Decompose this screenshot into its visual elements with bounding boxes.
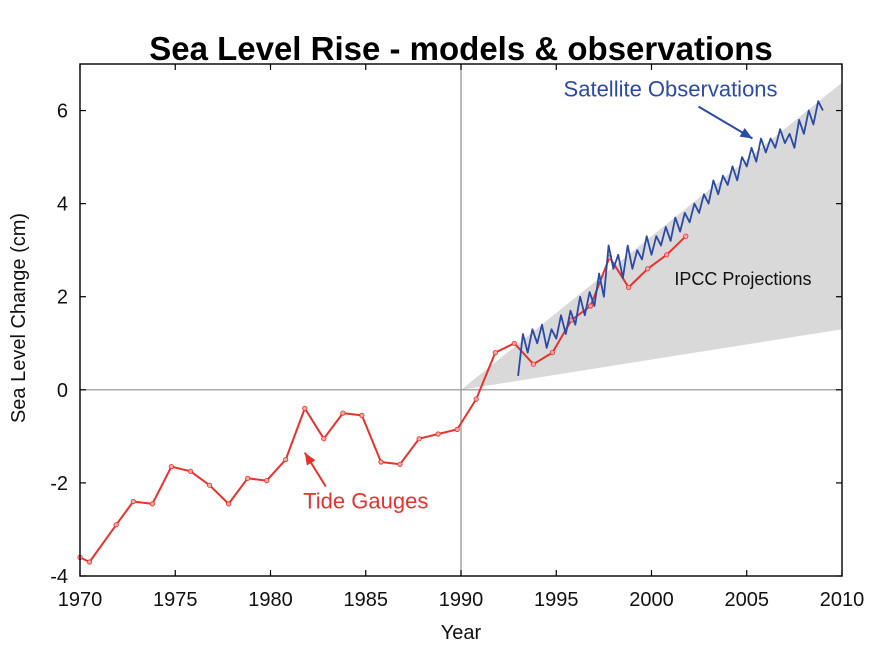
tide-gauge-point — [321, 436, 327, 442]
tide-gauge-point — [168, 463, 174, 470]
tide-gauge-point — [206, 482, 213, 488]
tide-gauge-point — [549, 349, 556, 356]
plot-area: 1970 1975 1980 1985 1990 1995 2000 2005 2010 -4 -2… — [50, 63, 864, 611]
y-tick-label: 2 — [57, 287, 68, 309]
tide-gauge-point — [530, 361, 537, 367]
tide-gauge-point — [187, 468, 194, 474]
annotations: Satellite Observations IPCC Projections Ti… — [303, 77, 811, 514]
tide-gauge-point — [340, 410, 346, 416]
tide-gauge-point — [86, 559, 93, 565]
x-tick-label: 1980 — [248, 589, 293, 611]
series-line-satellite-observations — [517, 100, 824, 377]
tide-gauge-point — [130, 498, 136, 505]
tide-gauge-point — [664, 252, 670, 258]
tide-gauge-point — [397, 461, 403, 467]
y-tick-label: 4 — [57, 194, 68, 216]
x-tick-label: 1990 — [439, 589, 484, 611]
tide-gauge-point — [359, 412, 365, 418]
tide-gauge-point — [226, 501, 232, 507]
annotation-arrowhead-satellite-observations — [739, 128, 753, 139]
tide-gauge-point — [302, 405, 308, 411]
x-tick-label: 1975 — [153, 589, 198, 611]
annotation-arrowhead-tide-gauges — [304, 452, 316, 466]
x-axis-label: Year — [441, 622, 482, 644]
tide-gauge-point — [378, 459, 384, 465]
y-tick-label: 6 — [57, 101, 68, 123]
tide-gauge-point — [473, 396, 479, 402]
tide-gauge-point — [454, 426, 460, 432]
tide-gauge-point — [625, 284, 632, 290]
tide-gauge-point — [511, 340, 517, 346]
ipcc-projection-band — [461, 82, 842, 390]
y-tick-label: -4 — [50, 566, 68, 588]
x-tick-label: 2000 — [629, 589, 674, 611]
tide-gauge-point — [283, 456, 289, 463]
x-tick-label: 2010 — [820, 589, 865, 611]
tide-gauge-point — [435, 431, 441, 437]
axis-ticks: 1970 1975 1980 1985 1990 1995 2000 2005 2010 -4 -2… — [50, 64, 864, 611]
y-tick-label: 0 — [57, 380, 68, 402]
tide-gauge-point — [492, 349, 498, 356]
annotation-ipcc-projections: IPCC Projections — [674, 269, 811, 289]
y-tick-label: -2 — [50, 473, 68, 495]
tide-gauge-point — [113, 522, 119, 528]
tide-gauge-point — [416, 436, 422, 442]
tide-gauge-point — [149, 501, 155, 507]
tide-gauge-point — [645, 266, 651, 272]
tide-gauge-point — [683, 233, 689, 239]
annotation-tide-gauges: Tide Gauges — [303, 489, 428, 514]
series-layer — [77, 100, 824, 565]
x-tick-label: 1970 — [58, 589, 103, 611]
tide-gauge-point — [587, 303, 594, 309]
x-tick-label: 2005 — [725, 589, 770, 611]
x-tick-label: 1995 — [534, 589, 579, 611]
tide-gauge-point — [264, 477, 270, 484]
tide-gauge-point — [245, 475, 251, 481]
chart-title: Sea Level Rise - models & observations — [149, 30, 773, 67]
y-axis-label: Sea Level Change (cm) — [8, 213, 30, 423]
annotation-satellite-observations: Satellite Observations — [564, 77, 778, 102]
x-tick-label: 1985 — [344, 589, 389, 611]
